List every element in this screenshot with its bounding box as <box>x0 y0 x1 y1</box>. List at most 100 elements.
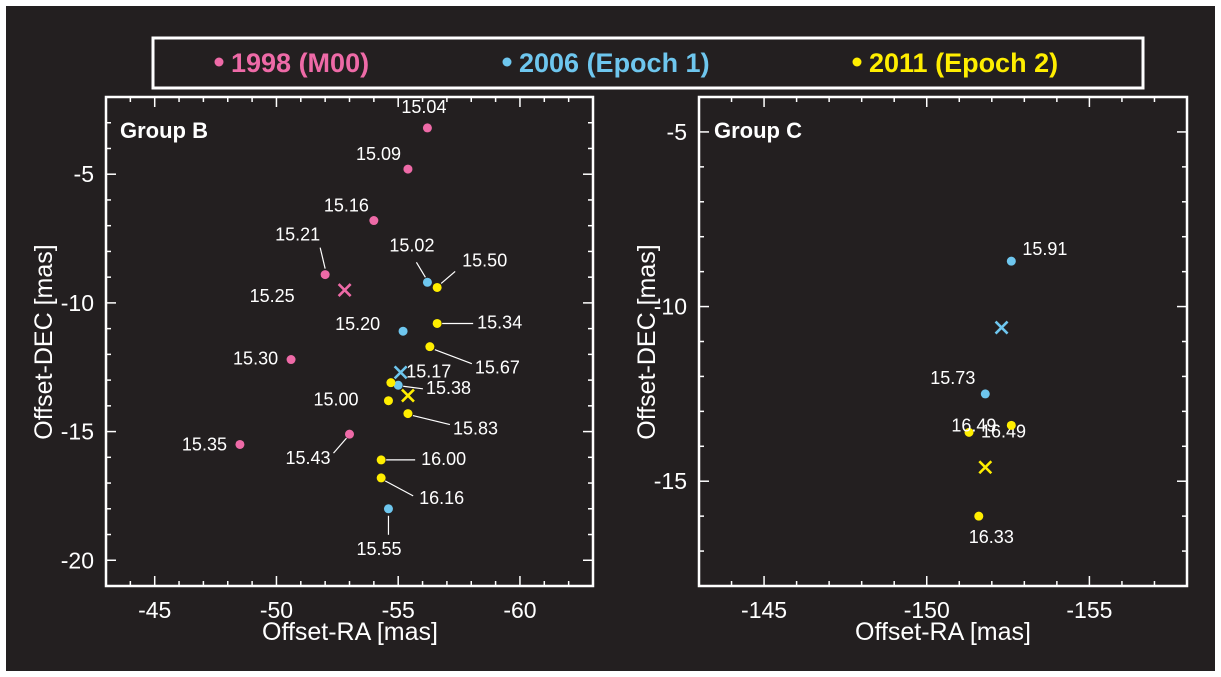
data-point <box>425 342 435 352</box>
y-tick-label: -10 <box>654 294 687 320</box>
label-leader-line <box>434 349 473 365</box>
data-label: 15.67 <box>475 358 520 378</box>
data-label: 15.00 <box>313 390 358 410</box>
data-label: 15.17 <box>406 361 451 381</box>
legend: 1998 (M00) 2006 (Epoch 1) 2011 (Epoch 2) <box>151 36 1145 90</box>
legend-label: 2011 (Epoch 2) <box>869 48 1058 78</box>
data-point <box>386 378 396 388</box>
legend-label: 1998 (M00) <box>231 48 369 78</box>
data-label: 15.55 <box>356 539 401 559</box>
y-tick-label: -20 <box>61 547 94 573</box>
x-tick-label: -45 <box>138 597 171 623</box>
data-point <box>383 396 393 406</box>
data-point <box>320 270 330 280</box>
axis-ticks <box>105 96 594 587</box>
x-axis-label: Offset-RA [mas] <box>855 618 1031 646</box>
x-axis-label: Offset-RA [mas] <box>262 618 438 646</box>
data-point <box>286 355 296 365</box>
data-label: 15.83 <box>453 419 498 439</box>
data-point <box>432 318 442 328</box>
data-label: 15.50 <box>462 250 507 270</box>
data-point <box>422 277 432 287</box>
x-tick-label: -50 <box>260 597 293 623</box>
x-tick-label: -55 <box>382 597 415 623</box>
data-point <box>980 389 990 399</box>
data-point <box>403 164 413 174</box>
label-leader-line <box>403 385 424 390</box>
data-point <box>398 326 408 336</box>
data-point <box>376 473 386 483</box>
data-label: 16.00 <box>421 449 466 469</box>
x-tick-label: -60 <box>503 597 536 623</box>
data-label: 15.91 <box>1022 239 1067 259</box>
data-label: 15.43 <box>286 448 331 468</box>
data-point <box>369 216 379 226</box>
data-label: 15.34 <box>477 312 522 332</box>
data-point <box>1006 256 1016 266</box>
legend-label: 2006 (Epoch 1) <box>519 48 710 78</box>
y-axis-label: Offset-DEC [mas] <box>30 244 58 439</box>
data-point <box>383 504 393 514</box>
legend-frame <box>151 36 1145 90</box>
data-point <box>403 409 413 419</box>
y-tick-label: -5 <box>74 161 94 187</box>
y-axis-label: Offset-DEC [mas] <box>633 244 661 439</box>
data-label: 15.16 <box>324 196 369 216</box>
data-label: 15.73 <box>930 368 975 388</box>
label-leader-line <box>333 437 347 454</box>
data-label: 15.09 <box>356 144 401 164</box>
legend-marker <box>502 57 512 67</box>
y-tick-label: -5 <box>667 119 687 145</box>
figure-background <box>6 6 1215 671</box>
legend-marker <box>214 57 224 67</box>
data-label: 16.33 <box>969 527 1014 547</box>
y-tick-label: -10 <box>61 290 94 316</box>
centroid-cross-marker <box>978 460 993 475</box>
panel-title: Group C <box>714 118 802 143</box>
label-leader-line <box>440 270 456 284</box>
annotation-label: 15.38 <box>426 378 471 398</box>
series-2011-epoch-2-: 15.50 15.34 15.67 15.00 15.83 16.00 16.16 <box>313 250 522 507</box>
data-point <box>235 439 245 449</box>
centroid-cross-marker <box>401 388 415 403</box>
label-leader-line <box>412 414 451 426</box>
x-tick-label: -155 <box>1066 597 1112 623</box>
y-tick-label: -15 <box>654 468 687 494</box>
series-2006-epoch-1-: 15.02 15.20 15.17 15.55 <box>335 235 451 558</box>
chart-panel-group-c: -145 -150 -155 -5 -10 -15 Offset-RA [mas] Offse… <box>633 95 1189 646</box>
y-tick-label: -15 <box>61 419 94 445</box>
series-2006-epoch-1-: 15.91 15.73 <box>930 239 1067 399</box>
data-point <box>422 123 432 133</box>
data-point <box>974 511 984 521</box>
data-point <box>376 455 386 465</box>
centroid-cross-marker <box>393 365 408 380</box>
chart-panel-group-b: -45 -50 -55 -60 -5 -10 -15 -20 Offset-RA [mas] Of… <box>30 95 595 646</box>
centroid-cross-marker <box>994 320 1009 335</box>
data-point <box>964 427 974 437</box>
data-label: 15.20 <box>335 314 380 334</box>
data-point <box>393 380 403 390</box>
x-tick-label: -145 <box>741 597 787 623</box>
axis-ticks <box>698 96 1188 587</box>
label-leader-line <box>319 247 326 269</box>
data-point <box>345 429 354 439</box>
data-label: 16.49 <box>951 415 996 435</box>
x-tick-label: -150 <box>904 597 950 623</box>
data-label: 16.16 <box>419 488 464 508</box>
data-label: 15.21 <box>275 225 320 245</box>
label-leader-line <box>384 480 414 497</box>
legend-marker <box>852 57 862 67</box>
data-label: 15.04 <box>401 97 446 117</box>
data-label: 15.30 <box>233 349 278 369</box>
data-point <box>432 282 442 292</box>
data-label: 15.25 <box>250 286 295 306</box>
data-point <box>1006 420 1016 430</box>
data-label: 15.35 <box>182 434 227 454</box>
data-label: 15.02 <box>389 235 434 255</box>
centroid-cross-marker <box>337 283 352 297</box>
panel-title: Group B <box>120 118 208 143</box>
